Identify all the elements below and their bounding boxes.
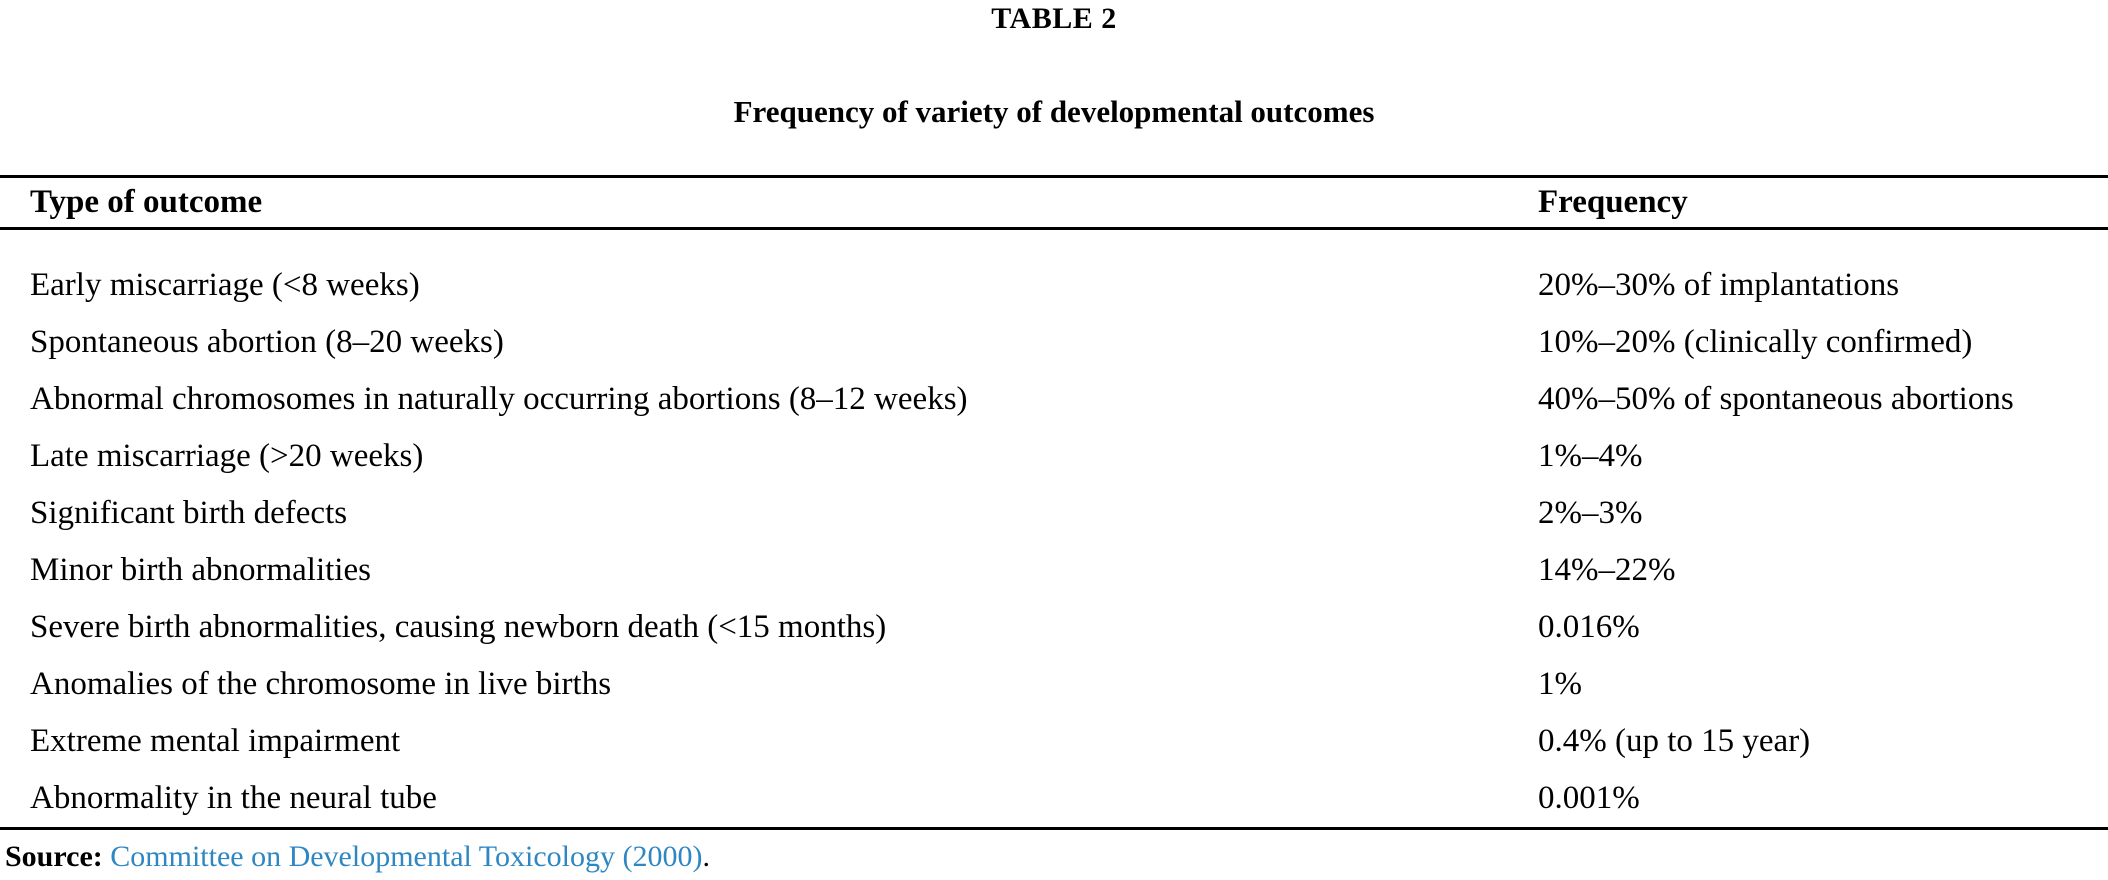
outcome-cell: Early miscarriage (<8 weeks) <box>30 267 420 303</box>
frequency-cell: 1%–4% <box>1538 438 1643 474</box>
outcome-cell: Anomalies of the chromosome in live birt… <box>30 666 612 702</box>
column-header-type-of-outcome: Type of outcome <box>30 184 263 220</box>
table-row: Abnormal chromosomes in naturally occurr… <box>0 371 2108 428</box>
table-row: Early miscarriage (<8 weeks) 20%–30% of … <box>0 257 2108 314</box>
table-row: Abnormality in the neural tube 0.001% <box>0 770 2108 827</box>
frequency-cell: 0.001% <box>1538 780 1640 816</box>
table-header-row: Type of outcome Frequency <box>0 175 2108 230</box>
frequency-cell: 10%–20% (clinically confirmed) <box>1538 324 1973 360</box>
table-row: Anomalies of the chromosome in live birt… <box>0 656 2108 713</box>
outcome-cell: Spontaneous abortion (8–20 weeks) <box>30 324 504 360</box>
table-row: Severe birth abnormalities, causing newb… <box>0 599 2108 656</box>
table-row: Late miscarriage (>20 weeks) 1%–4% <box>0 428 2108 485</box>
outcome-cell: Abnormality in the neural tube <box>30 780 437 816</box>
source-label: Source: <box>5 840 103 873</box>
outcome-cell: Minor birth abnormalities <box>30 552 371 588</box>
frequency-cell: 14%–22% <box>1538 552 1676 588</box>
frequency-cell: 1% <box>1538 666 1582 702</box>
outcome-cell: Abnormal chromosomes in naturally occurr… <box>30 381 968 417</box>
source-suffix: . <box>702 840 711 873</box>
frequency-cell: 20%–30% of implantations <box>1538 267 1900 303</box>
frequency-cell: 0.4% (up to 15 year) <box>1538 723 1811 759</box>
table-row: Spontaneous abortion (8–20 weeks) 10%–20… <box>0 314 2108 371</box>
table-row: Significant birth defects 2%–3% <box>0 485 2108 542</box>
outcome-cell: Severe birth abnormalities, causing newb… <box>30 609 887 645</box>
table-row: Minor birth abnormalities 14%–22% <box>0 542 2108 599</box>
table-caption: Frequency of variety of developmental ou… <box>733 94 1375 129</box>
table-row: Extreme mental impairment 0.4% (up to 15… <box>0 713 2108 770</box>
frequency-cell: 0.016% <box>1538 609 1640 645</box>
outcome-cell: Extreme mental impairment <box>30 723 401 759</box>
outcomes-table: Type of outcome Frequency Early miscarri… <box>0 175 2108 830</box>
column-header-frequency: Frequency <box>1538 184 1688 220</box>
outcome-cell: Late miscarriage (>20 weeks) <box>30 438 424 474</box>
source-citation-link[interactable]: Committee on Developmental Toxicology (2… <box>110 840 703 873</box>
frequency-cell: 2%–3% <box>1538 495 1643 531</box>
outcome-cell: Significant birth defects <box>30 495 348 531</box>
table-body: Early miscarriage (<8 weeks) 20%–30% of … <box>0 230 2108 830</box>
table-number-label: TABLE 2 <box>991 2 1117 35</box>
frequency-cell: 40%–50% of spontaneous abortions <box>1538 381 2014 417</box>
source-line: Source: Committee on Developmental Toxic… <box>5 840 710 874</box>
